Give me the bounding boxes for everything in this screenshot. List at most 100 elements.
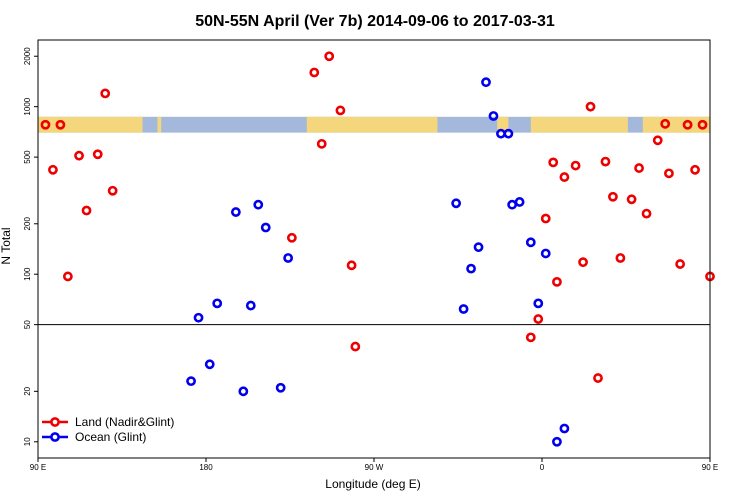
land-point (682, 119, 693, 130)
ocean-point (488, 111, 499, 121)
land-point (660, 118, 671, 129)
ocean-point (496, 128, 506, 139)
x-tick-label: 180 (199, 463, 213, 472)
x-tick-label: 0 (540, 463, 545, 472)
y-axis: 10 20 50 100 200 500 1000 2000 (23, 47, 38, 446)
land-point (626, 194, 637, 205)
land-point (286, 232, 297, 243)
ocean-point (473, 242, 484, 253)
ocean-point (245, 300, 256, 311)
land-segment (306, 116, 438, 133)
ocean-point (481, 77, 491, 88)
land-point (92, 149, 103, 160)
land-point (690, 164, 700, 175)
ocean-point (260, 222, 271, 233)
legend-marker (50, 432, 60, 442)
land-point (570, 160, 581, 171)
ocean-point (238, 386, 249, 397)
plot-frame (37, 39, 711, 459)
land-point (578, 257, 588, 268)
land-point (664, 168, 674, 179)
land-segment (38, 116, 143, 133)
ocean-point (507, 199, 518, 210)
x-tick-label: 90 W (365, 463, 384, 472)
legend: Land (Nadir&Glint)Ocean (Glint) (42, 415, 174, 444)
land-point (559, 172, 570, 182)
land-point (533, 314, 544, 324)
y-tick-label: 20 (23, 386, 32, 395)
land-segment (642, 116, 710, 133)
ocean-point (451, 198, 462, 209)
legend-item: Land (Nadir&Glint) (42, 415, 174, 429)
land-point (309, 67, 320, 78)
ocean-point (559, 423, 570, 434)
ocean-point (540, 248, 551, 259)
legend-label: Land (Nadir&Glint) (75, 415, 174, 429)
legend-marker (50, 417, 60, 427)
y-tick-label: 10 (23, 437, 32, 446)
ocean-point (193, 312, 204, 323)
land-point (641, 208, 652, 219)
ocean-point (186, 376, 196, 387)
land-point (55, 119, 66, 130)
ocean-point (253, 199, 264, 210)
land-point (40, 119, 51, 130)
land-point (74, 150, 84, 161)
land-point (548, 157, 559, 168)
ocean-point (503, 128, 514, 139)
x-axis-label: Longitude (deg E) (325, 477, 420, 491)
land-segment (157, 116, 162, 133)
ocean-point (514, 197, 525, 207)
land-point (552, 276, 562, 287)
chart-title: 50N-55N April (Ver 7b) 2014-09-06 to 201… (195, 13, 555, 30)
land-segment (530, 116, 628, 133)
y-tick-label: 2000 (23, 47, 32, 65)
land-point (316, 138, 327, 149)
land-point (608, 191, 618, 202)
land-point (81, 205, 92, 216)
land-point (697, 119, 708, 130)
x-tick-label: 90 E (702, 463, 718, 472)
ocean-point (212, 298, 223, 309)
x-tick-label: 90 E (30, 463, 46, 472)
land-point (593, 373, 603, 383)
y-tick-label: 100 (23, 267, 32, 281)
ocean-point (552, 436, 562, 447)
land-point (335, 105, 346, 116)
land-point (346, 260, 357, 271)
land-point (675, 259, 686, 269)
ocean-point (466, 263, 476, 274)
y-tick-label: 200 (23, 217, 32, 231)
x-axis: 90 E 180 90 W 0 90 E (30, 458, 718, 472)
ocean-point (275, 382, 286, 393)
land-segment (497, 116, 509, 133)
legend-label: Ocean (Glint) (75, 430, 146, 444)
ocean-point (525, 237, 536, 248)
ocean-point (230, 207, 241, 217)
land-point (324, 51, 335, 62)
y-axis-label: N Total (0, 227, 13, 264)
land-point (600, 156, 611, 167)
ocean-point (204, 359, 215, 370)
legend-item: Ocean (Glint) (42, 430, 146, 444)
land-point (107, 185, 118, 196)
land-point (634, 163, 644, 173)
land-point (350, 341, 361, 352)
land-point (540, 213, 551, 224)
land-point (615, 253, 626, 263)
y-tick-label: 50 (23, 320, 32, 329)
land-ocean-strip (38, 116, 710, 133)
ocean-point (533, 298, 544, 309)
ocean-point (458, 304, 469, 314)
land-point (585, 101, 596, 112)
land-point (100, 88, 111, 99)
land-point (62, 271, 73, 282)
data-points (40, 51, 715, 447)
land-point (652, 135, 663, 146)
ocean-series (186, 77, 570, 447)
ocean-point (283, 253, 294, 263)
land-series (40, 51, 715, 383)
land-point (48, 164, 58, 175)
y-tick-label: 500 (23, 150, 32, 164)
